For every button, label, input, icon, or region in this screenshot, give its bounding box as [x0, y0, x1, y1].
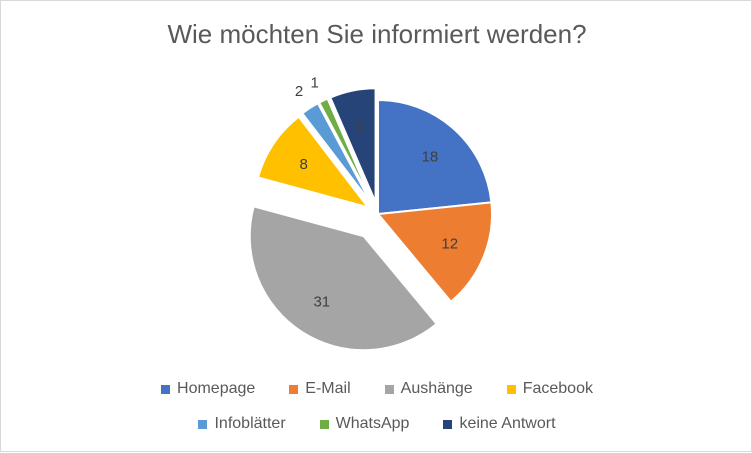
data-label-6: 5	[356, 118, 364, 135]
legend-row-1: Homepage E-Mail Aushänge Facebook	[1, 380, 752, 398]
legend-label: E-Mail	[305, 380, 351, 397]
legend-label: Homepage	[177, 380, 256, 397]
legend-item-facebook: Facebook	[506, 380, 593, 398]
legend-label: Aushänge	[400, 380, 473, 397]
legend-item-keine-antwort: keine Antwort	[443, 415, 556, 433]
legend-swatch	[443, 419, 453, 429]
chart-title: Wie möchten Sie informiert werden?	[167, 19, 587, 49]
pie-slice-2	[248, 205, 439, 352]
pie-slice-3	[256, 115, 371, 210]
pie-slice-4	[300, 101, 373, 205]
legend-item-email: E-Mail	[289, 380, 351, 398]
legend-item-infoblaetter: Infoblätter	[198, 415, 286, 433]
legend-label: WhatsApp	[335, 415, 410, 432]
legend-swatch	[319, 419, 329, 429]
data-label-3: 8	[300, 156, 308, 173]
data-label-4: 2	[295, 83, 303, 100]
legend-swatch	[161, 384, 171, 394]
legend-swatch	[506, 384, 516, 394]
pie-slice-0	[377, 98, 493, 216]
pie-slice-1	[376, 201, 493, 304]
pie-slice-6	[329, 87, 377, 203]
data-label-0: 18	[422, 148, 439, 165]
data-label-1: 12	[441, 235, 458, 252]
data-label-2: 31	[313, 293, 330, 310]
legend-row-2: Infoblätter WhatsApp keine Antwort	[1, 415, 752, 433]
legend-label: keine Antwort	[459, 415, 556, 432]
legend-swatch	[198, 419, 208, 429]
legend-label: Infoblätter	[214, 415, 286, 432]
legend-label: Facebook	[522, 380, 593, 397]
legend-swatch	[289, 384, 299, 394]
legend-item-homepage: Homepage	[161, 380, 255, 398]
legend-swatch	[384, 384, 394, 394]
data-label-5: 1	[310, 74, 318, 91]
legend-item-aushaenge: Aushänge	[384, 380, 473, 398]
pie-slice-5	[317, 97, 374, 204]
legend-item-whatsapp: WhatsApp	[319, 415, 410, 433]
